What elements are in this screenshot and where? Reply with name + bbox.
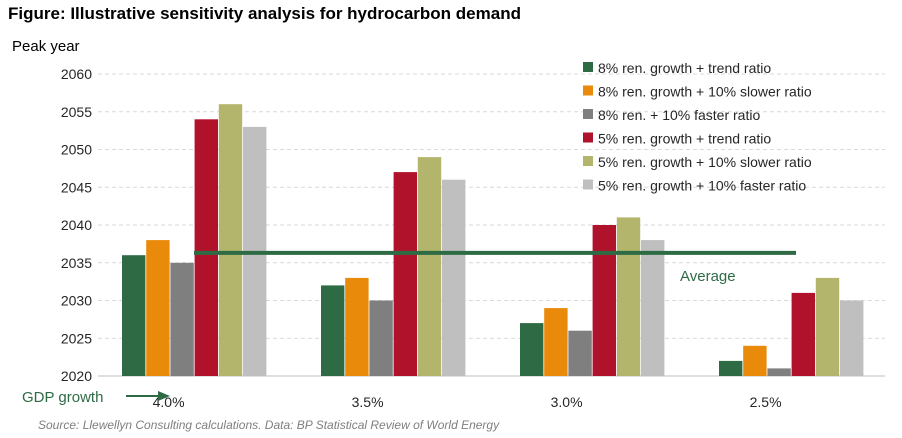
figure-title: Figure: Illustrative sensitivity analysi… [8, 4, 521, 23]
bar [321, 285, 345, 376]
x-tick-label: 3.0% [551, 394, 583, 410]
y-tick-labels: 2020 2025 2030 2035 2040 2045 2050 2055 2060 [61, 66, 92, 384]
x-tick-label: 3.5% [352, 394, 384, 410]
bar [170, 262, 194, 377]
x-tick-label: 2.5% [750, 394, 782, 410]
x-axis-label: GDP growth [22, 389, 103, 406]
bar [767, 368, 791, 376]
average-label: Average [680, 268, 736, 285]
y-tick-label: 2050 [61, 142, 92, 158]
legend-swatch [583, 179, 593, 190]
y-tick-label: 2040 [61, 217, 92, 233]
y-tick-label: 2055 [61, 104, 92, 120]
y-tick-label: 2025 [61, 330, 92, 346]
x-tick-labels: 4.0% 3.5% 3.0% 2.5% [153, 394, 782, 410]
average-layer: Average [194, 250, 796, 285]
bar [369, 300, 393, 376]
y-tick-label: 2045 [61, 179, 92, 195]
legend-entry: 8% ren. growth + 10% slower ratio [598, 84, 812, 100]
bar [345, 277, 369, 376]
bar [791, 292, 815, 376]
legend-swatch [583, 62, 593, 72]
y-tick-label: 2035 [61, 255, 92, 271]
bar [218, 104, 243, 376]
bar [544, 308, 568, 376]
bar [146, 240, 170, 376]
bar [815, 277, 840, 376]
legend-swatch [583, 132, 593, 143]
legend-swatch [583, 156, 593, 166]
bar [194, 119, 218, 377]
bar [122, 255, 146, 376]
bar [417, 157, 442, 376]
legend-entry: 5% ren. growth + trend ratio [598, 131, 771, 147]
legend-swatch [583, 109, 593, 119]
y-tick-label: 2020 [61, 368, 92, 384]
bar [393, 172, 417, 376]
bar [641, 240, 665, 376]
source-note: Source: Llewellyn Consulting calculation… [38, 418, 500, 432]
bar [840, 300, 864, 376]
bar [568, 330, 592, 376]
y-tick-label: 2060 [61, 66, 92, 82]
legend-entry: 8% ren. + 10% faster ratio [598, 107, 760, 123]
bar [442, 179, 466, 376]
bar [616, 217, 641, 376]
bar [719, 360, 743, 376]
bar [743, 345, 767, 376]
legend-entry: 5% ren. growth + 10% faster ratio [598, 178, 806, 194]
legend-swatch [583, 85, 593, 96]
y-axis-label: Peak year [12, 38, 80, 55]
legend-entry: 5% ren. growth + 10% slower ratio [598, 154, 812, 170]
legend: 8% ren. growth + trend ratio 8% ren. grow… [583, 60, 812, 194]
bar [520, 323, 544, 376]
x-axis-arrow [126, 391, 170, 401]
y-tick-label: 2030 [61, 293, 92, 309]
legend-entry: 8% ren. growth + trend ratio [598, 60, 771, 76]
bar [592, 225, 616, 376]
